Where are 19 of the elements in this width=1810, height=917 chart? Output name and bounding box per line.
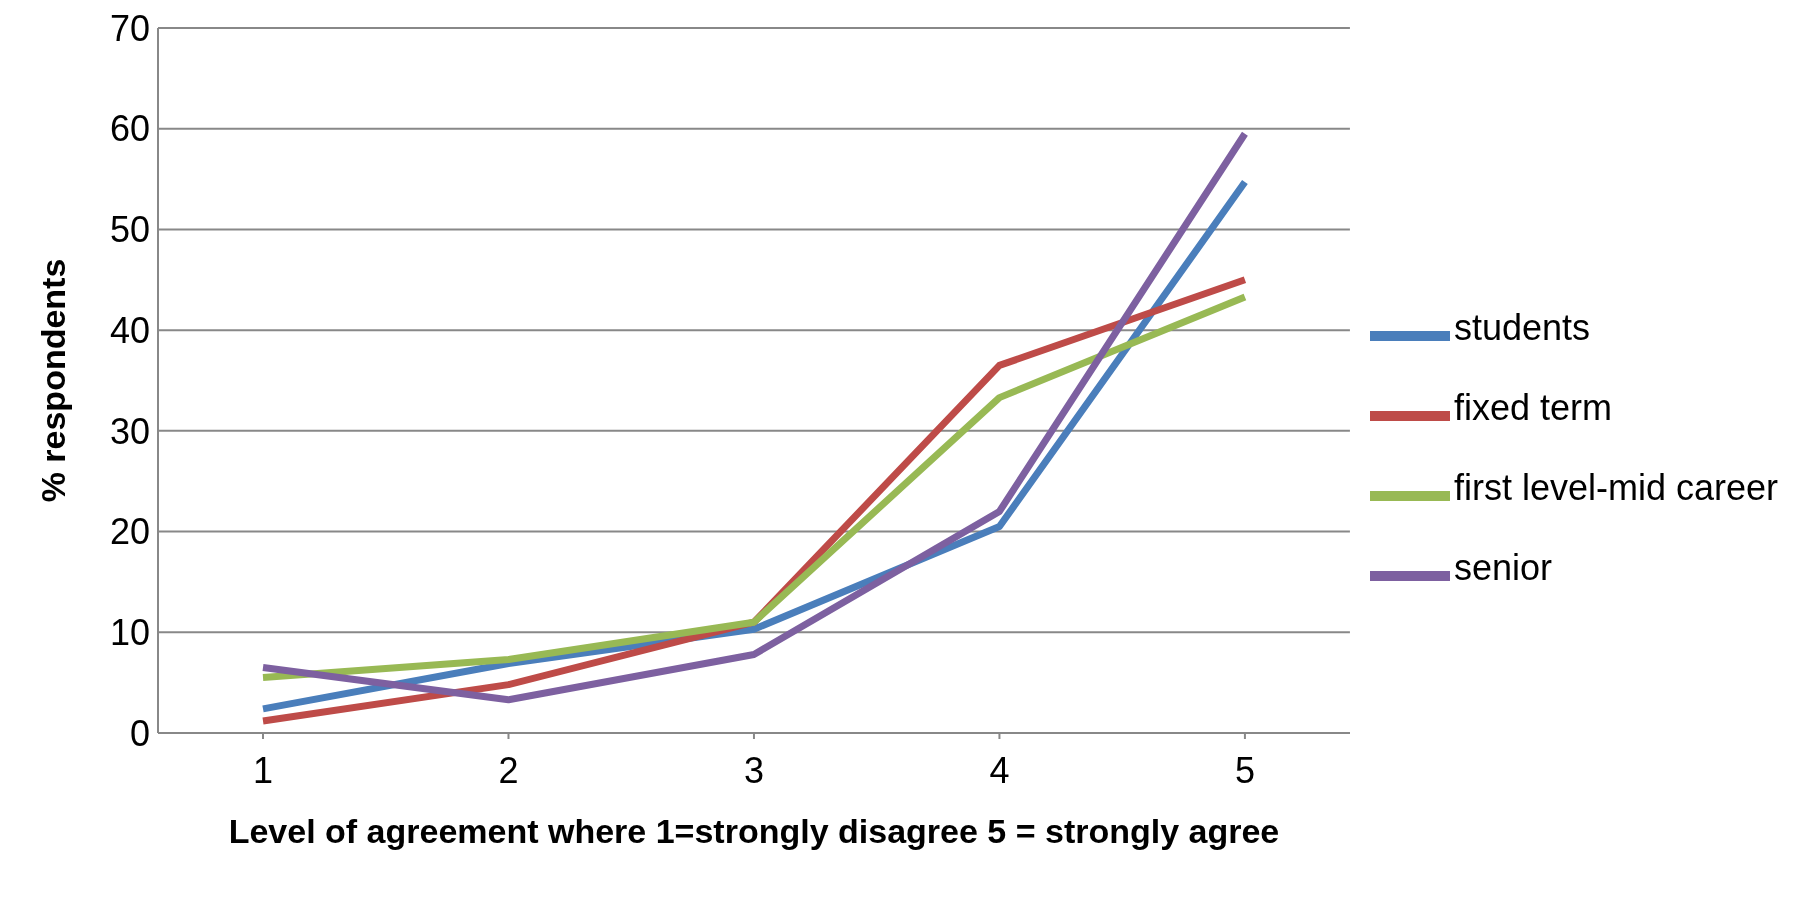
y-tick-label: 70	[109, 7, 150, 49]
y-tick-label: 30	[109, 410, 150, 452]
x-tick-label: 1	[252, 749, 274, 791]
y-tick-label: 60	[109, 108, 150, 150]
legend-label: first level-mid career	[1453, 466, 1778, 508]
y-axis-title: % respondents	[34, 258, 73, 503]
x-tick-label: 5	[1234, 749, 1255, 791]
y-tick-label: 10	[109, 612, 150, 654]
x-tick-label: 2	[498, 749, 519, 791]
y-tick-label: 0	[129, 712, 150, 754]
x-axis-title: Level of agreement where 1=strongly disagree 5 = strongly agree	[228, 812, 1280, 850]
legend-label: students	[1453, 306, 1591, 348]
x-tick-label: 3	[743, 749, 764, 791]
y-tick-label: 50	[109, 209, 150, 251]
legend-label: fixed term	[1453, 386, 1612, 428]
y-tick-label: 40	[109, 309, 150, 351]
y-tick-label: 20	[109, 511, 150, 553]
legend-label: senior	[1453, 546, 1552, 588]
x-tick-label: 4	[989, 749, 1010, 791]
